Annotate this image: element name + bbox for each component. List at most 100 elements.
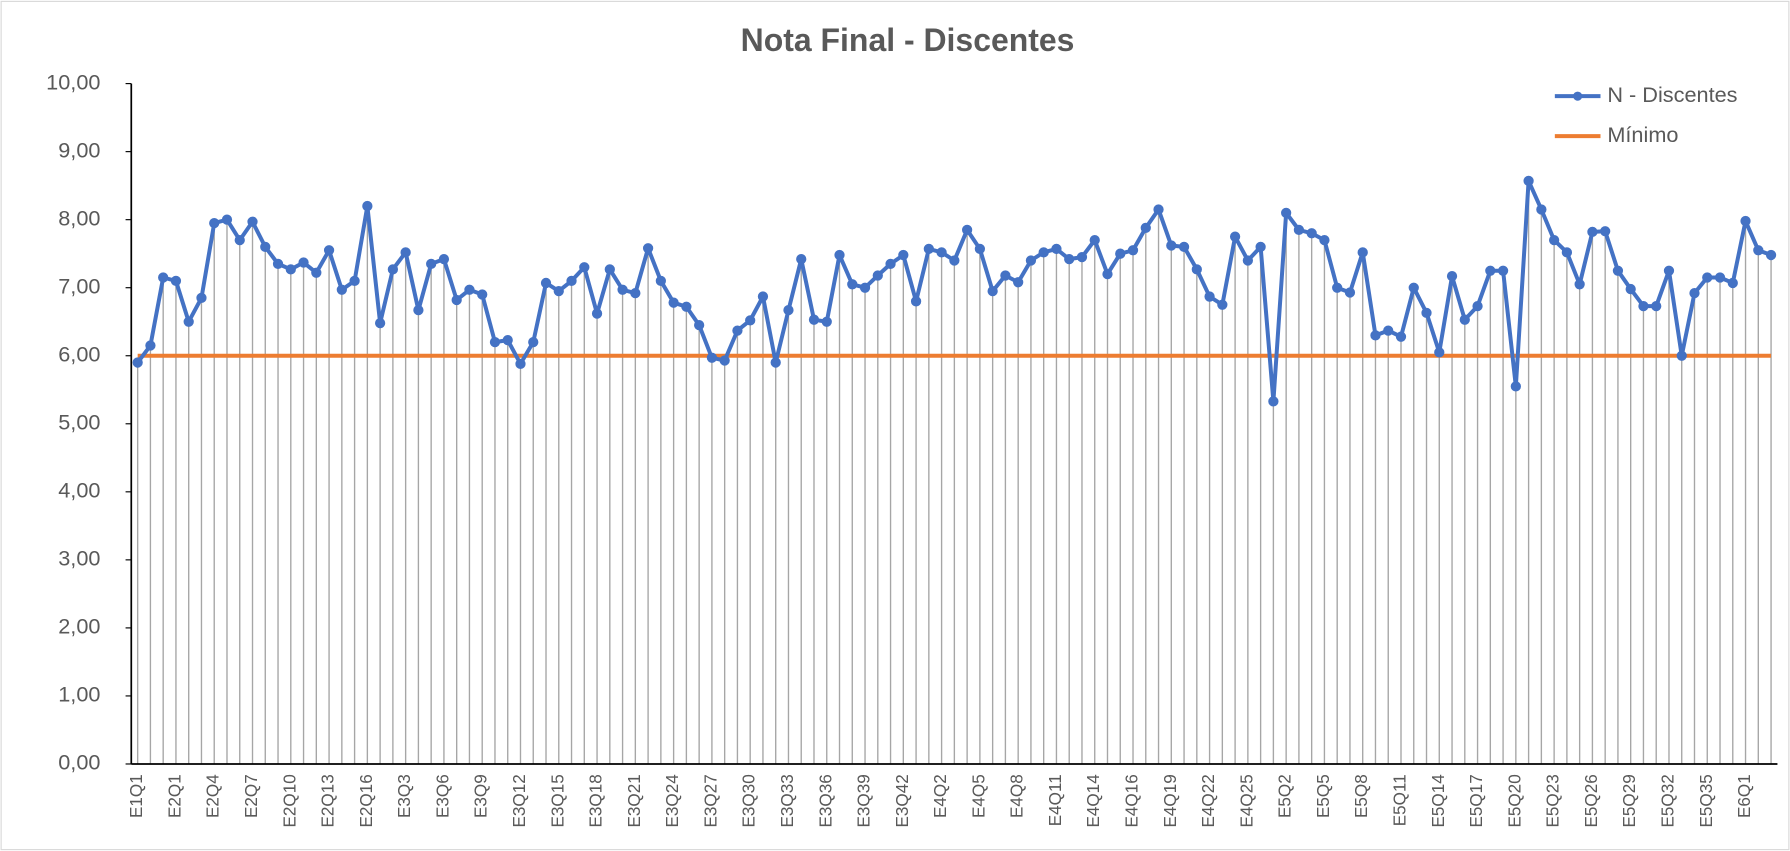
point-marker: [1319, 234, 1330, 246]
x-tick-label: E5Q29: [1620, 774, 1639, 827]
point-marker: [1357, 247, 1368, 258]
point-marker: [1064, 253, 1075, 265]
y-tick-label: 10,00: [46, 69, 100, 94]
y-tick-label: 1,00: [58, 682, 100, 707]
point-marker: [196, 292, 207, 304]
point-marker: [1523, 175, 1534, 187]
point-marker: [1242, 255, 1254, 266]
point-marker: [1612, 265, 1624, 276]
x-tick-label: E6Q1: [1735, 774, 1754, 818]
point-marker: [132, 357, 143, 368]
point-marker: [1127, 245, 1139, 256]
x-tick-label: E3Q24: [663, 774, 682, 828]
point-marker: [1000, 270, 1011, 281]
point-marker: [808, 314, 820, 325]
point-marker: [323, 245, 335, 256]
point-marker: [1651, 300, 1662, 312]
x-tick-label: E4Q16: [1123, 774, 1142, 827]
x-tick-label: E3Q18: [587, 774, 606, 827]
point-marker: [1446, 271, 1458, 282]
point-marker: [1089, 234, 1100, 246]
legend-label: Mínimo: [1607, 122, 1678, 147]
point-marker: [1191, 264, 1202, 275]
x-tick-label: E4Q14: [1084, 774, 1103, 828]
point-marker: [1013, 277, 1024, 288]
x-tick-label: E5Q17: [1467, 774, 1486, 827]
x-tick-label: E4Q2: [931, 774, 950, 818]
point-marker: [783, 305, 794, 316]
point-marker: [757, 291, 769, 302]
point-marker: [285, 264, 296, 275]
x-tick-label: E5Q32: [1658, 774, 1677, 827]
point-marker: [1753, 245, 1764, 256]
y-tick-label: 8,00: [58, 205, 100, 230]
point-marker: [1166, 240, 1177, 251]
point-marker: [502, 334, 513, 346]
point-marker: [209, 217, 220, 229]
x-tick-label: E3Q12: [510, 774, 529, 827]
point-marker: [1408, 282, 1419, 293]
point-marker: [1115, 248, 1126, 259]
x-tick-label: E5Q20: [1505, 774, 1524, 827]
point-marker: [987, 285, 998, 297]
point-marker: [1178, 241, 1190, 253]
point-marker: [170, 275, 182, 287]
point-marker: [974, 243, 986, 255]
point-marker: [859, 282, 871, 293]
x-tick-label: E4Q22: [1199, 774, 1218, 827]
point-marker: [1076, 251, 1088, 263]
point-marker: [630, 288, 641, 299]
point-marker: [1548, 234, 1560, 246]
x-tick-label: E4Q25: [1237, 774, 1256, 827]
point-marker: [1740, 215, 1751, 227]
point-marker: [362, 200, 373, 212]
point-marker: [387, 264, 399, 275]
point-marker: [706, 352, 718, 363]
point-marker: [374, 317, 386, 329]
x-tick-label: E5Q26: [1582, 774, 1601, 827]
x-tick-label: E2Q7: [242, 774, 261, 818]
x-tick-label: E3Q39: [855, 774, 874, 827]
point-marker: [451, 294, 462, 306]
x-tick-label: E5Q8: [1352, 774, 1371, 818]
point-marker: [400, 247, 411, 258]
point-marker: [553, 285, 564, 297]
point-marker: [949, 255, 960, 266]
point-marker: [1702, 272, 1713, 283]
x-tick-label: E2Q13: [319, 774, 338, 827]
point-marker: [694, 319, 705, 331]
x-tick-label: E2Q16: [357, 774, 376, 827]
point-marker: [923, 243, 934, 255]
point-marker: [872, 270, 883, 281]
x-tick-label: E2Q4: [204, 774, 223, 818]
point-marker: [1255, 241, 1266, 253]
point-marker: [1510, 381, 1521, 392]
point-marker: [1370, 330, 1381, 341]
point-marker: [1727, 277, 1738, 289]
point-marker: [745, 315, 756, 326]
point-marker: [1306, 228, 1317, 239]
point-marker: [885, 258, 896, 270]
point-marker: [311, 267, 322, 278]
point-marker: [145, 340, 156, 351]
point-marker: [1421, 307, 1432, 319]
point-marker: [1638, 300, 1649, 312]
point-marker: [1395, 331, 1407, 342]
x-tick-label: E3Q3: [395, 774, 414, 818]
point-marker: [426, 258, 437, 270]
point-marker: [528, 337, 539, 348]
point-marker: [1217, 299, 1228, 310]
point-marker: [1344, 287, 1356, 298]
x-tick-label: E4Q19: [1161, 774, 1180, 827]
point-marker: [834, 249, 845, 261]
point-marker: [221, 214, 233, 225]
point-marker: [1485, 265, 1496, 276]
point-marker: [1497, 265, 1509, 276]
point-marker: [336, 284, 347, 295]
point-marker: [655, 275, 666, 287]
point-marker: [272, 258, 284, 270]
point-marker: [1714, 272, 1726, 283]
